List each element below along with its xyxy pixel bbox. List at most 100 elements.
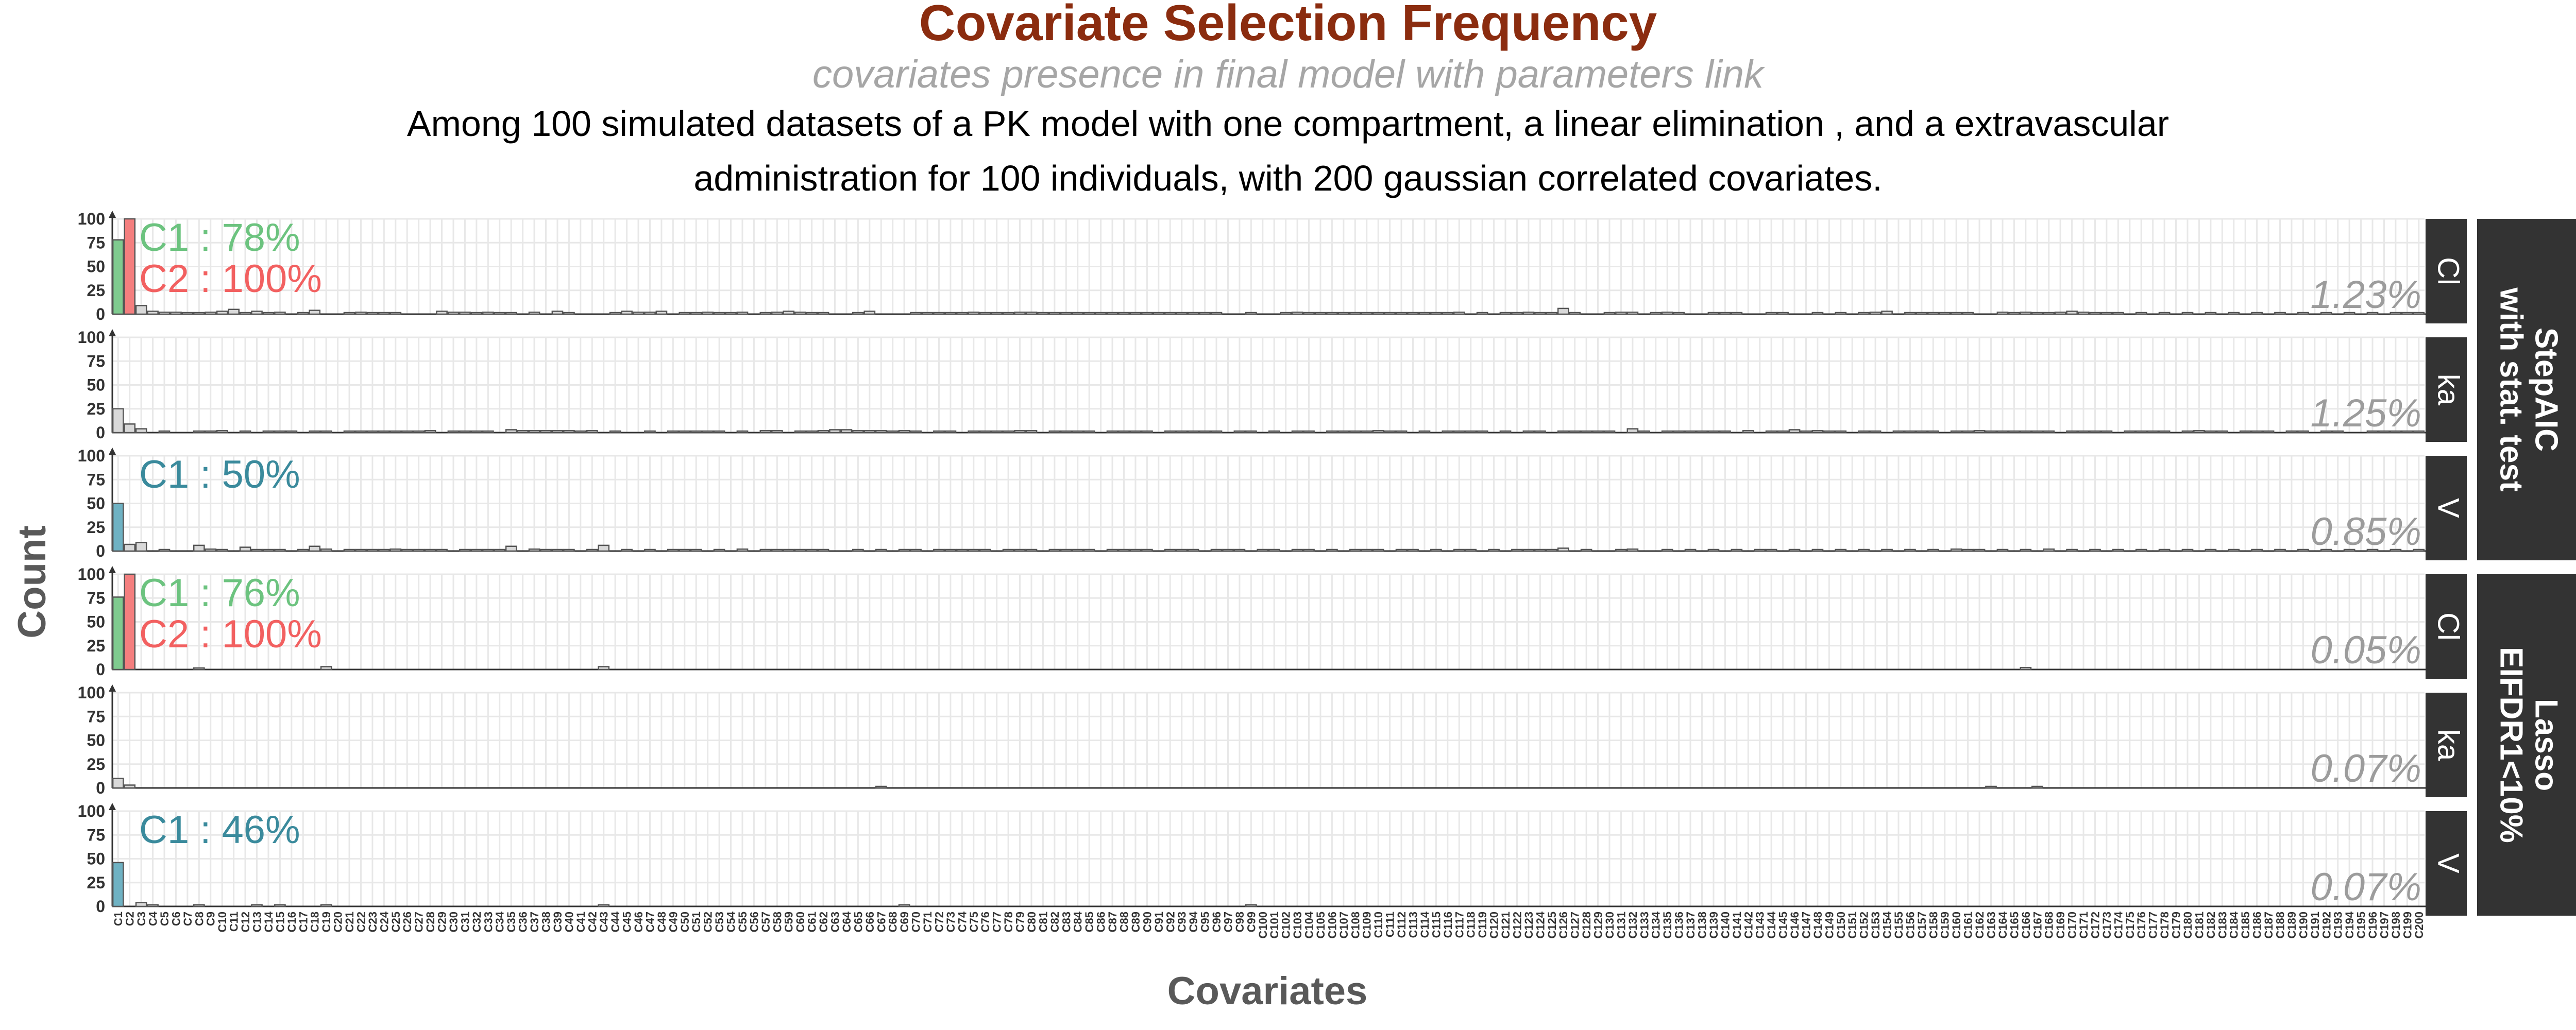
x-tick-label: C152 [1858,912,1871,939]
y-tick-label: 75 [87,233,105,252]
bar-C135 [1661,430,1673,434]
bar-C178 [2158,430,2171,434]
x-tick-label: C57 [759,912,772,932]
bar-C40 [563,430,575,434]
x-tick-label: C100 [1257,912,1269,939]
bar-C22 [355,430,367,434]
x-tick-label: C98 [1233,912,1246,932]
bar-C144 [1765,430,1777,434]
bar-C141 [1731,548,1743,552]
strip-label-Cl: Cl [2432,257,2465,285]
bar-C77 [991,312,1003,315]
bar-C31 [459,430,471,434]
bar-C157 [1916,312,1928,315]
x-tick-label: C192 [2320,912,2333,939]
x-tick-label: C41 [574,912,587,932]
x-tick-label: C181 [2193,912,2206,939]
x-tick-label: C16 [285,912,298,932]
bar-C135 [1661,312,1673,315]
bar-C12 [239,546,251,552]
bar-C5 [158,548,171,552]
bar-C24 [378,548,390,552]
bar-C39 [551,430,564,434]
bar-C124 [1534,430,1546,434]
bar-C93 [1176,548,1188,552]
x-tick-label: C91 [1153,912,1165,932]
x-tick-label: C106 [1326,912,1338,939]
x-tick-label: C33 [482,912,495,932]
bar-C77 [991,430,1003,434]
bar-C67 [875,785,887,789]
bar-C58 [771,312,783,315]
x-tick-label: C114 [1418,911,1431,938]
bar-C48 [655,311,668,315]
bar-C144 [1765,548,1777,552]
bar-C130 [1603,430,1616,434]
x-tick-label: C47 [643,912,656,932]
bar-C180 [2181,548,2194,552]
bar-C28 [424,430,436,434]
bar-C39 [551,311,564,315]
bar-C115 [1430,548,1442,552]
bar-C19 [320,430,332,434]
bar-C198 [2389,430,2402,434]
bar-C78 [1002,312,1014,315]
bar-C2 [124,543,136,552]
bar-C142 [1742,430,1754,434]
bar-C122 [1511,548,1523,552]
strip-label-V: V [2432,498,2465,518]
x-tick-label: C119 [1476,912,1489,938]
bar-C19 [320,548,332,552]
bar-C42 [586,548,598,552]
bar-C19 [320,666,332,671]
bar-C178 [2158,548,2171,552]
y-tick-label: 75 [87,470,105,489]
x-tick-label: C79 [1014,912,1027,932]
bar-C192 [2320,312,2332,315]
bar-C59 [783,311,795,315]
bar-C65 [852,312,864,315]
bar-C9 [205,548,217,552]
bar-C82 [1048,548,1061,552]
x-tick-label: C19 [320,912,333,932]
bar-C51 [690,430,702,434]
x-tick-label: C8 [193,912,206,926]
bar-C69 [898,548,910,552]
bar-C160 [1950,312,1962,315]
bar-C92 [1164,430,1176,434]
bar-C97 [1222,548,1234,552]
bar-C109 [1361,312,1373,315]
y-tick-label: 100 [78,447,105,465]
x-tick-label: C150 [1835,912,1848,939]
bar-C123 [1522,312,1535,315]
bar-C108 [1349,430,1361,434]
x-tick-label: C180 [2181,912,2194,939]
y-tick-label: 100 [78,683,105,702]
y-axis-arrow [109,329,116,336]
bar-C8 [193,430,205,434]
bar-C152 [1858,312,1870,315]
group-strip-label: StepAIC [2529,328,2564,452]
bar-C59 [783,548,795,552]
bar-C132 [1626,428,1639,434]
bar-C156 [1904,548,1916,552]
bar-C148 [1811,312,1824,315]
bar-C168 [2043,548,2055,552]
x-tick-label: C104 [1303,911,1316,938]
bar-C184 [2228,312,2240,315]
x-tick-label: C149 [1823,912,1836,939]
bar-C62 [817,312,829,315]
bar-C120 [1488,548,1500,552]
bar-C1 [112,408,124,434]
bar-C198 [2389,312,2402,315]
bar-C108 [1349,548,1361,552]
bar-C143 [1754,548,1766,552]
bar-C7 [181,312,194,315]
strip-background [2426,574,2467,679]
y-tick-label: 75 [87,352,105,370]
x-tick-label: C153 [1869,912,1882,939]
x-tick-label: C132 [1626,912,1639,939]
x-tick-label: C177 [2147,912,2160,939]
bar-C167 [2031,430,2043,434]
